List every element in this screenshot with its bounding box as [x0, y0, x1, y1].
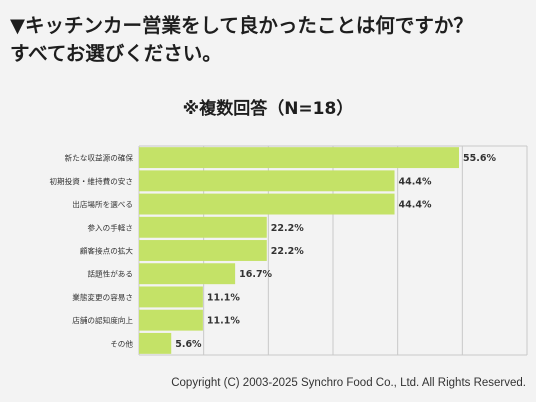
bar — [139, 193, 395, 215]
bar — [139, 170, 395, 192]
category-label: 話題性がある — [87, 269, 133, 279]
bar — [139, 332, 172, 354]
category-label: 新たな収益源の確保 — [65, 153, 134, 163]
bar — [139, 286, 203, 308]
bar — [139, 147, 459, 169]
value-label: 11.1% — [207, 316, 240, 327]
category-label: 店舗の認知度向上 — [72, 315, 133, 325]
bar — [139, 216, 267, 238]
category-label: 参入の手軽さ — [87, 222, 133, 232]
value-label: 44.4% — [399, 176, 432, 187]
category-label: 顧客接点の拡大 — [80, 246, 134, 256]
value-label: 16.7% — [239, 269, 272, 280]
value-label: 55.6% — [463, 153, 496, 164]
category-label: 出店場所を選べる — [72, 199, 133, 209]
bar — [139, 240, 267, 261]
bar — [139, 309, 203, 331]
value-label: 5.6% — [175, 339, 202, 350]
category-label: その他 — [110, 338, 133, 348]
title-line-1: ▼キッチンカー営業をして良かったことは何ですか？ — [10, 14, 473, 37]
value-label: 11.1% — [207, 292, 240, 303]
chart-title: ▼キッチンカー営業をして良かったことは何ですか？ すべてお選びください。 — [10, 12, 530, 68]
category-label: 業態変更の容易さ — [72, 292, 133, 302]
value-label: 44.4% — [399, 200, 432, 211]
copyright-footer: Copyright (C) 2003-2025 Synchro Food Co.… — [171, 377, 526, 389]
value-label: 22.2% — [271, 246, 304, 257]
category-label: 初期投資・維持費の安さ — [49, 176, 133, 186]
bar — [139, 263, 236, 285]
value-label: 22.2% — [271, 223, 304, 234]
title-line-2: すべてお選びください。 — [10, 42, 222, 65]
chart-subtitle: ※複数回答（N=18） — [182, 99, 354, 119]
